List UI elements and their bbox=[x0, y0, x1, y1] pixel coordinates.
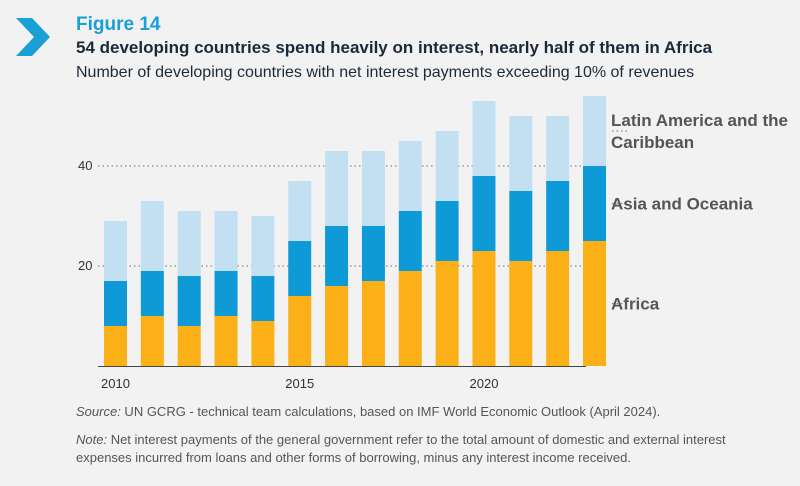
source-text: UN GCRG - technical team calculations, b… bbox=[120, 404, 661, 419]
bar-segment-latin-america-and-the-caribbean-2014 bbox=[251, 216, 275, 276]
bar-segment-africa-2013 bbox=[214, 316, 238, 366]
legend-label-latam: Caribbean bbox=[611, 133, 694, 152]
bar-segment-latin-america-and-the-caribbean-2019 bbox=[435, 131, 459, 201]
bar-segment-asia-and-oceania-2013 bbox=[214, 271, 238, 316]
legend-label-africa: Africa bbox=[611, 295, 660, 314]
bar-segment-latin-america-and-the-caribbean-2012 bbox=[177, 211, 201, 276]
x-axis: 2010 2015 2020 bbox=[98, 366, 586, 391]
x-tick-label: 2015 bbox=[285, 376, 314, 391]
legend-label-latam: Latin America and the bbox=[611, 111, 788, 130]
y-tick-label: 40 bbox=[78, 158, 92, 173]
bar-segment-africa-2016 bbox=[325, 286, 349, 366]
bar-segment-africa-2022 bbox=[546, 251, 570, 366]
bar-segment-latin-america-and-the-caribbean-2016 bbox=[325, 151, 349, 226]
bar-segment-latin-america-and-the-caribbean-2023 bbox=[583, 96, 606, 166]
bar-segment-asia-and-oceania-2022 bbox=[546, 181, 570, 251]
note-text: Net interest payments of the general gov… bbox=[76, 432, 726, 465]
bar-segment-latin-america-and-the-caribbean-2020 bbox=[472, 101, 496, 176]
source-label: Source: bbox=[76, 404, 121, 419]
bar-segment-africa-2015 bbox=[288, 296, 312, 366]
bar-segment-latin-america-and-the-caribbean-2021 bbox=[509, 116, 533, 191]
bar-segment-latin-america-and-the-caribbean-2010 bbox=[104, 221, 127, 281]
bar-segment-asia-and-oceania-2010 bbox=[104, 281, 127, 326]
bar-segment-africa-2012 bbox=[177, 326, 201, 366]
y-tick-label: 20 bbox=[78, 258, 92, 273]
chart-title: 54 developing countries spend heavily on… bbox=[76, 38, 713, 57]
bar-segment-asia-and-oceania-2023 bbox=[583, 166, 606, 241]
bar-segment-africa-2021 bbox=[509, 261, 533, 366]
bar-segment-latin-america-and-the-caribbean-2022 bbox=[546, 116, 570, 181]
bar-segment-asia-and-oceania-2012 bbox=[177, 276, 201, 326]
legend-label-asia: Asia and Oceania bbox=[611, 195, 753, 214]
bar-segment-africa-2018 bbox=[398, 271, 422, 366]
bar-segment-asia-and-oceania-2018 bbox=[398, 211, 422, 271]
bar-segment-latin-america-and-the-caribbean-2018 bbox=[398, 141, 422, 211]
chevron-right-icon bbox=[16, 18, 50, 56]
bar-segment-africa-2014 bbox=[251, 321, 275, 366]
bar-segment-latin-america-and-the-caribbean-2015 bbox=[288, 181, 312, 241]
x-tick-label: 2020 bbox=[470, 376, 499, 391]
bar-segment-africa-2020 bbox=[472, 251, 496, 366]
note-label: Note: bbox=[76, 432, 108, 447]
bar-segment-asia-and-oceania-2015 bbox=[288, 241, 312, 296]
bar-segment-latin-america-and-the-caribbean-2017 bbox=[361, 151, 385, 226]
bar-segment-asia-and-oceania-2020 bbox=[472, 176, 496, 251]
bar-segment-africa-2010 bbox=[104, 326, 127, 366]
x-tick-label: 2010 bbox=[101, 376, 130, 391]
bar-segment-asia-and-oceania-2016 bbox=[325, 226, 349, 286]
bar-segment-africa-2011 bbox=[140, 316, 164, 366]
bar-segment-latin-america-and-the-caribbean-2011 bbox=[140, 201, 164, 271]
figure-label: Figure 14 bbox=[76, 14, 161, 35]
bar-segment-asia-and-oceania-2019 bbox=[435, 201, 459, 261]
bar-segment-africa-2023 bbox=[583, 241, 606, 366]
source-note: Source: UN GCRG - technical team calcula… bbox=[76, 403, 660, 421]
bar-segment-africa-2017 bbox=[361, 281, 385, 366]
bar-segment-asia-and-oceania-2011 bbox=[140, 271, 164, 316]
bar-segment-asia-and-oceania-2021 bbox=[509, 191, 533, 261]
bar-segment-asia-and-oceania-2017 bbox=[361, 226, 385, 281]
stacked-bar-chart: 20 40 2010 2015 2020 Africa Asia and Oceania… bbox=[78, 96, 788, 391]
chart-subtitle: Number of developing countries with net … bbox=[76, 64, 695, 81]
legend: Africa Asia and Oceania Latin America and … bbox=[611, 111, 788, 314]
bar-segment-latin-america-and-the-caribbean-2013 bbox=[214, 211, 238, 271]
footnote: Note: Net interest payments of the gener… bbox=[76, 431, 776, 467]
bar-segment-africa-2019 bbox=[435, 261, 459, 366]
bars bbox=[104, 96, 606, 366]
bar-segment-asia-and-oceania-2014 bbox=[251, 276, 275, 321]
